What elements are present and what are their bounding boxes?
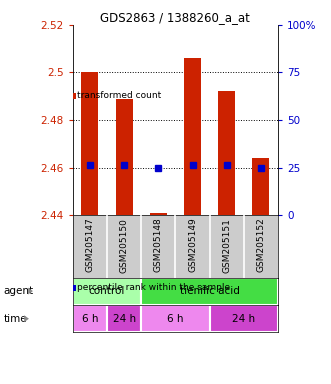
- Text: 6 h: 6 h: [167, 314, 184, 324]
- Text: GSM205152: GSM205152: [257, 218, 265, 273]
- Text: GSM205147: GSM205147: [85, 218, 94, 273]
- Bar: [73, 278, 141, 305]
- Bar: [141, 278, 278, 305]
- Bar: [141, 305, 210, 332]
- Text: 24 h: 24 h: [232, 314, 256, 324]
- Bar: [210, 305, 278, 332]
- Text: transformed count: transformed count: [77, 91, 161, 101]
- Text: GSM205150: GSM205150: [119, 218, 129, 273]
- Text: percentile rank within the sample: percentile rank within the sample: [77, 283, 230, 293]
- Bar: [116, 99, 133, 215]
- Title: GDS2863 / 1388260_a_at: GDS2863 / 1388260_a_at: [101, 11, 250, 24]
- Bar: [218, 91, 235, 215]
- Text: time: time: [3, 314, 27, 324]
- Text: 24 h: 24 h: [113, 314, 136, 324]
- Text: agent: agent: [3, 286, 33, 296]
- Bar: [73, 305, 107, 332]
- Bar: [150, 213, 167, 215]
- Text: tienilic acid: tienilic acid: [180, 286, 240, 296]
- Bar: [252, 158, 269, 215]
- Bar: [184, 58, 201, 215]
- Bar: [81, 73, 99, 215]
- Text: GSM205151: GSM205151: [222, 218, 231, 273]
- Text: 6 h: 6 h: [82, 314, 98, 324]
- Text: GSM205148: GSM205148: [154, 218, 163, 273]
- Text: GSM205149: GSM205149: [188, 218, 197, 273]
- Bar: [107, 305, 141, 332]
- Text: control: control: [89, 286, 125, 296]
